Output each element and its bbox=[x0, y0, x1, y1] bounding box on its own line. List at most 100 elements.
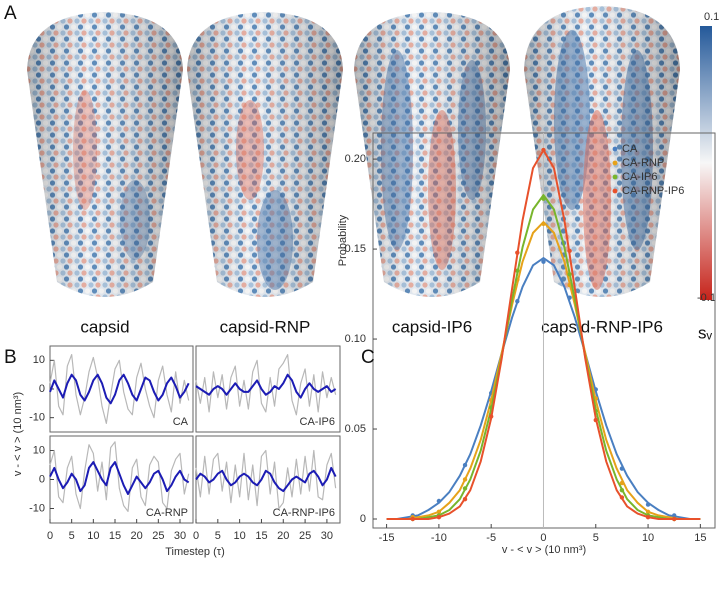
data-point bbox=[541, 221, 546, 227]
capsid-image bbox=[27, 12, 183, 297]
data-point bbox=[541, 259, 546, 264]
subplot-label: CA-RNP bbox=[146, 507, 188, 519]
x-tick-label: 5 bbox=[69, 530, 75, 542]
y-tick-label: 0.05 bbox=[345, 423, 366, 435]
x-axis-label: Timestep (τ) bbox=[165, 546, 225, 558]
y-tick-label: 0 bbox=[39, 473, 45, 485]
data-point bbox=[515, 299, 520, 304]
data-point bbox=[436, 509, 442, 515]
y-tick-label: -10 bbox=[29, 412, 45, 424]
x-tick-label: 10 bbox=[642, 532, 654, 544]
series-line bbox=[195, 466, 337, 493]
data-point bbox=[619, 466, 625, 471]
series-line bbox=[195, 373, 337, 399]
data-point bbox=[593, 387, 598, 392]
y-axis-label: Probability bbox=[337, 214, 349, 266]
y-tick-label: 10 bbox=[33, 354, 45, 366]
x-tick-label: 5 bbox=[215, 530, 221, 542]
data-point bbox=[462, 477, 468, 482]
capsid-image bbox=[187, 12, 343, 297]
series-line bbox=[195, 354, 337, 416]
data-point bbox=[541, 196, 546, 201]
legend-marker bbox=[612, 174, 618, 180]
capsid-caption: capsid-IP6 bbox=[392, 317, 472, 336]
plot-frame bbox=[372, 132, 716, 529]
y-tick-label: 0.15 bbox=[345, 243, 366, 255]
legend-label: CA-RNP-IP6 bbox=[622, 185, 684, 197]
data-point bbox=[541, 147, 546, 153]
data-point bbox=[515, 268, 520, 273]
legend-label: CA-IP6 bbox=[622, 171, 657, 183]
data-point bbox=[488, 414, 494, 419]
x-tick-label: 0 bbox=[47, 530, 53, 542]
x-tick-label: 15 bbox=[694, 532, 706, 544]
series-line bbox=[49, 461, 190, 495]
data-point bbox=[567, 295, 572, 300]
panel-letter: C bbox=[361, 347, 375, 368]
data-point bbox=[515, 250, 520, 255]
data-point bbox=[645, 515, 651, 520]
x-tick-label: 30 bbox=[174, 530, 186, 542]
capsid-image bbox=[524, 6, 680, 297]
colorbar bbox=[700, 26, 712, 300]
x-tick-label: 0 bbox=[540, 532, 546, 544]
capsid-image bbox=[354, 12, 510, 297]
legend-label: CA-RNP bbox=[622, 157, 664, 169]
colorbar-min: -0.1 bbox=[697, 292, 716, 304]
data-point bbox=[567, 272, 572, 277]
x-tick-label: 20 bbox=[277, 530, 289, 542]
legend-marker bbox=[612, 160, 618, 166]
capsid-images bbox=[27, 6, 680, 297]
y-tick-label: 0 bbox=[39, 383, 45, 395]
data-point bbox=[645, 509, 651, 515]
colorbar-max: 0.1 bbox=[704, 11, 719, 23]
x-tick-label: 15 bbox=[109, 530, 121, 542]
y-tick-label: 0 bbox=[360, 513, 366, 525]
data-point bbox=[462, 497, 468, 502]
x-tick-label: -15 bbox=[379, 532, 395, 544]
panel-letter: A bbox=[4, 3, 17, 24]
data-point bbox=[593, 417, 598, 423]
panel-letter: B bbox=[4, 347, 17, 368]
capsid-caption: capsid-RNP-IP6 bbox=[541, 317, 663, 336]
y-axis-label: v - < v > (10 nm³) bbox=[12, 392, 24, 476]
x-tick-label: 5 bbox=[593, 532, 599, 544]
x-tick-label: 0 bbox=[193, 530, 199, 542]
data-point bbox=[436, 515, 442, 520]
data-point bbox=[410, 516, 415, 522]
x-tick-label: 15 bbox=[255, 530, 267, 542]
data-point bbox=[672, 516, 677, 522]
x-tick-label: 10 bbox=[87, 530, 99, 542]
subplot-label: CA bbox=[173, 416, 189, 428]
y-tick-label: 0.10 bbox=[345, 333, 366, 345]
plot-frame bbox=[195, 345, 341, 433]
subplot-label: CA-IP6 bbox=[300, 416, 335, 428]
x-tick-label: 25 bbox=[152, 530, 164, 542]
y-tick-label: 0.20 bbox=[345, 153, 366, 165]
data-point bbox=[619, 480, 625, 486]
data-point bbox=[436, 498, 442, 504]
y-tick-label: -10 bbox=[29, 502, 45, 514]
y-tick-label: 10 bbox=[33, 444, 45, 456]
x-tick-label: 10 bbox=[234, 530, 246, 542]
data-point bbox=[567, 248, 572, 254]
legend-marker bbox=[612, 146, 618, 152]
capsid-caption: capsid-RNP bbox=[220, 317, 311, 336]
series-line bbox=[49, 441, 190, 512]
data-point bbox=[619, 495, 625, 500]
colorbar-title: sᵥ bbox=[698, 323, 713, 342]
data-point bbox=[645, 502, 651, 507]
legend-label: CA bbox=[622, 143, 638, 155]
series-line bbox=[49, 373, 190, 405]
x-tick-label: -10 bbox=[431, 532, 447, 544]
legend-marker bbox=[612, 188, 618, 194]
x-tick-label: 30 bbox=[321, 530, 333, 542]
x-tick-label: 20 bbox=[131, 530, 143, 542]
data-point bbox=[619, 488, 625, 493]
data-point bbox=[462, 462, 468, 468]
plot-frame bbox=[49, 345, 194, 433]
capsid-caption: capsid bbox=[80, 317, 129, 336]
